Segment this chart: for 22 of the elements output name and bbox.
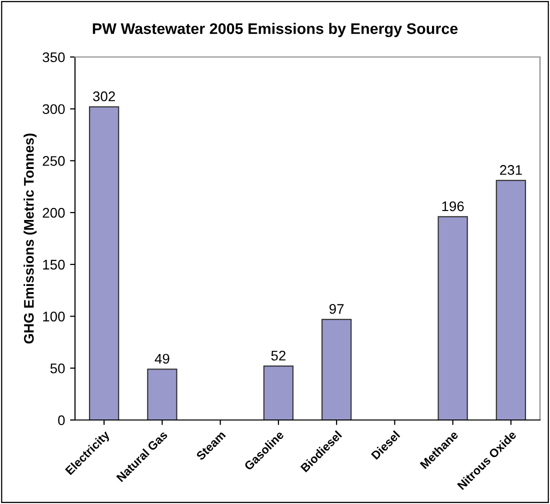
bar (438, 216, 468, 420)
y-tick-label: 350 (42, 52, 65, 62)
y-tick-label: 300 (42, 104, 65, 114)
y-tick-label: 50 (50, 363, 65, 374)
y-tick-label: 200 (42, 208, 65, 218)
data-label: 196 (442, 201, 464, 212)
data-label: 302 (93, 91, 115, 102)
data-label: 231 (500, 165, 522, 175)
chart-title: PW Wastewater 2005 Emissions by Energy Source (92, 22, 458, 38)
y-tick-label: 0 (58, 415, 65, 426)
bar (147, 368, 178, 420)
y-axis-title: GHG Emissions (Metric Tonnes) (24, 134, 37, 344)
bar (88, 106, 120, 420)
y-tick-label: 100 (43, 312, 65, 322)
data-label: 52 (271, 350, 286, 361)
y-tick-label: 250 (42, 156, 65, 166)
y-tick-label: 150 (43, 260, 65, 270)
data-label: 49 (154, 354, 170, 364)
bar (496, 180, 526, 420)
bar (263, 366, 294, 420)
bar (321, 318, 352, 420)
data-label: 97 (329, 304, 344, 314)
